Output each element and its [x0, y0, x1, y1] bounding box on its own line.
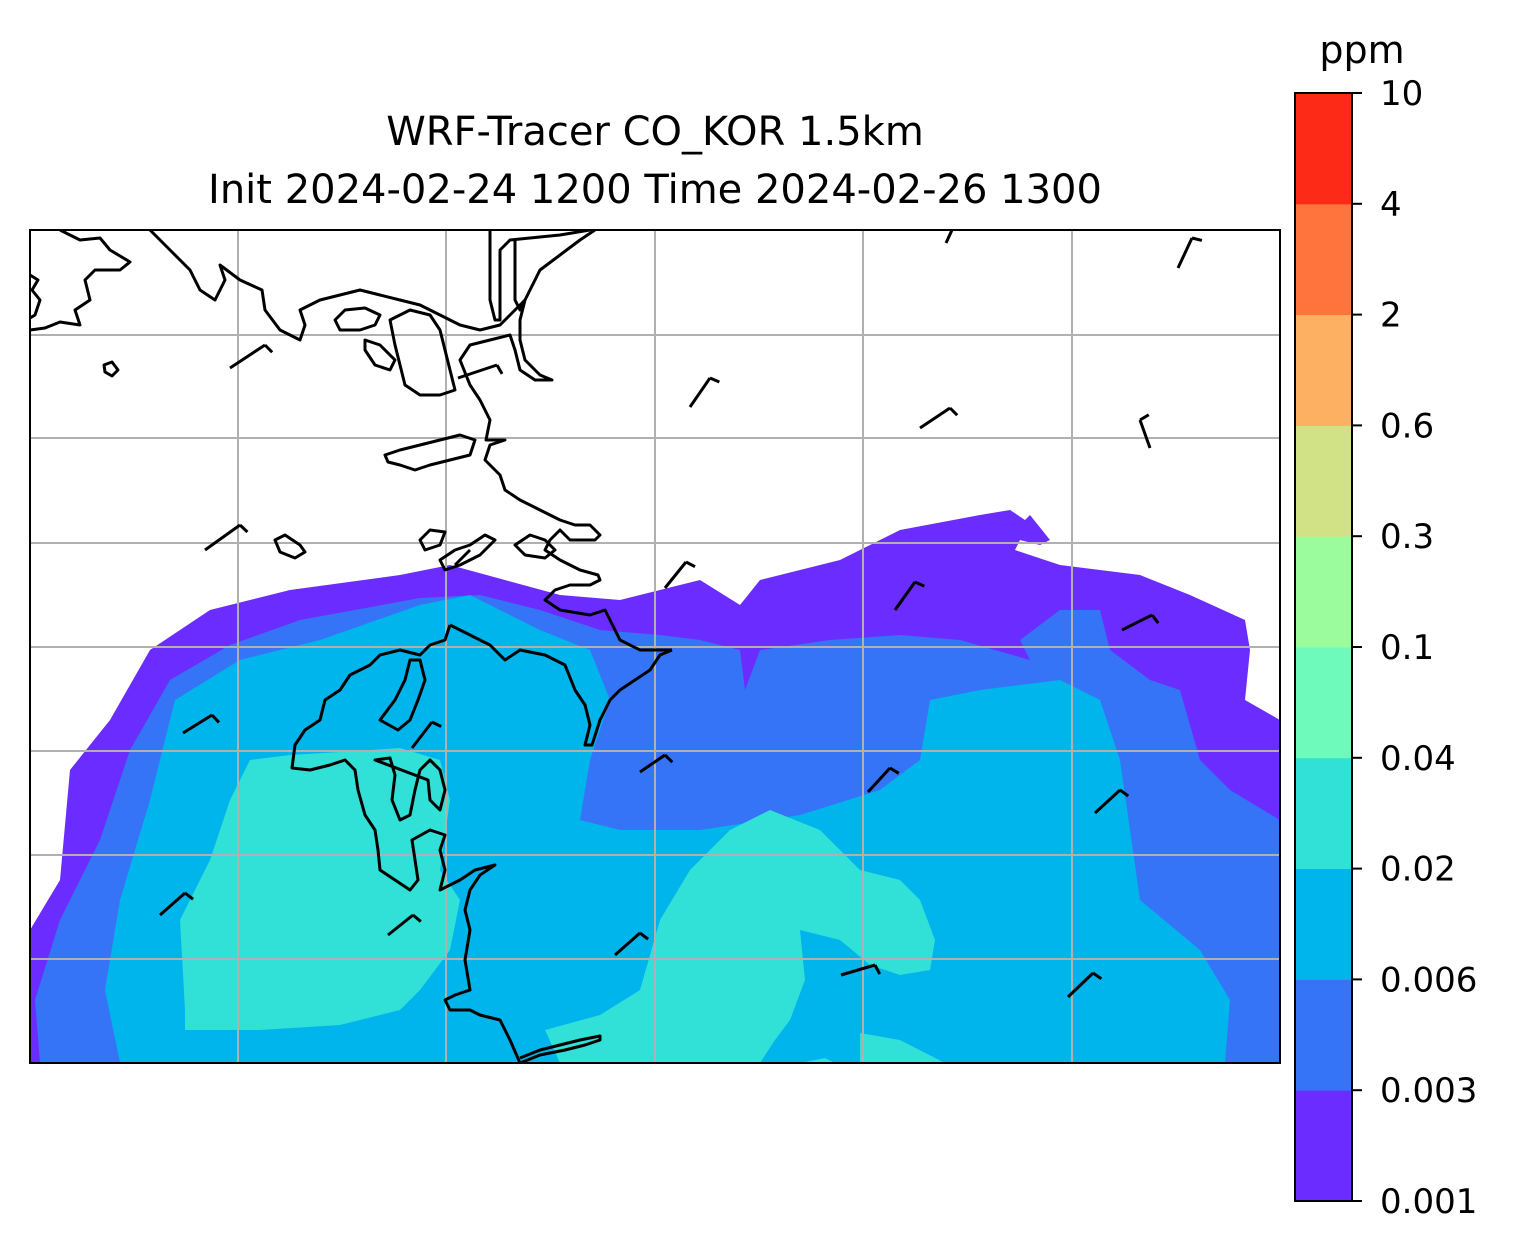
coastline-southwest-islands — [378, 658, 427, 732]
colorbar-segment — [1295, 314, 1352, 426]
colorbar-segment — [1295, 757, 1352, 870]
island-mid-5 — [513, 533, 557, 560]
colorbar-tick-label: 2 — [1380, 296, 1402, 336]
colorbar-segment — [1295, 1090, 1352, 1202]
wind-barb — [866, 766, 900, 794]
wind-barb — [614, 931, 650, 957]
wind-barb — [893, 580, 925, 611]
island-north-2 — [363, 338, 397, 372]
map-gridlines — [30, 230, 1280, 1063]
coastline-southwest-islands-2 — [373, 756, 447, 822]
colorbar-segment — [1295, 868, 1352, 980]
wind-barb — [639, 753, 674, 774]
colorbar: 0.001 0.003 0.006 0.02 0.04 0.1 0.3 0.6 2 4 10 ppm — [1294, 28, 1477, 1222]
contour-band-3b — [545, 810, 935, 1063]
coastline-inner-inlet-2 — [513, 230, 596, 312]
wind-barb — [457, 363, 504, 380]
colorbar-segment — [1295, 536, 1352, 648]
island-mid-2 — [273, 533, 307, 560]
colorbar-ticks: 0.001 0.003 0.006 0.02 0.04 0.1 0.3 0.6 2 4 10 — [1352, 74, 1477, 1222]
wind-barb — [204, 523, 249, 552]
colorbar-tick-label: 0.3 — [1380, 517, 1434, 557]
contour-band-3c — [860, 1033, 945, 1063]
coastline-south-peninsula — [449, 623, 673, 747]
plot-subtitle: Init 2024-02-24 1200 Time 2024-02-26 130… — [208, 167, 1102, 213]
coastline-northwest-2 — [30, 273, 42, 320]
island-mid-4 — [438, 533, 497, 572]
wind-barb — [1176, 236, 1203, 269]
colorbar-tick-label: 0.003 — [1380, 1071, 1477, 1111]
wind-barb — [663, 560, 696, 589]
colorbar-segment — [1295, 647, 1352, 759]
colorbar-segment — [1295, 425, 1352, 537]
wind-barb — [410, 720, 442, 749]
colorbar-segments — [1295, 93, 1352, 1202]
colorbar-segment — [1295, 979, 1352, 1091]
wind-barb — [387, 913, 422, 937]
wind-barb — [944, 229, 954, 244]
wind-barb — [182, 713, 221, 735]
island-mid-3 — [418, 528, 447, 552]
wind-barb — [1121, 613, 1160, 632]
colorbar-tick-label: 0.1 — [1380, 628, 1434, 668]
coastline-northwest — [30, 230, 132, 332]
contour-band-3a — [180, 748, 460, 1063]
wind-barb — [453, 548, 472, 567]
wind-barbs — [159, 229, 1203, 999]
colorbar-tick-label: 0.001 — [1380, 1182, 1477, 1222]
wind-barb — [229, 343, 274, 370]
wind-barb — [688, 376, 720, 408]
map-frame — [29, 229, 1281, 1064]
wind-barb — [919, 406, 959, 430]
wind-barb — [1093, 788, 1130, 815]
plot-title: WRF-Tracer CO_KOR 1.5km — [386, 109, 924, 155]
island-west-small — [102, 360, 120, 378]
wind-barb — [1066, 971, 1103, 999]
wind-barb — [1138, 413, 1152, 449]
map-panel — [29, 229, 1281, 1064]
colorbar-segment — [1295, 203, 1352, 316]
colorbar-unit-label: ppm — [1319, 28, 1404, 72]
coastline-north-peninsula — [148, 230, 672, 652]
wind-barb — [840, 963, 882, 977]
colorbar-tick-label: 4 — [1380, 185, 1402, 225]
colorbar-segment — [1295, 93, 1352, 205]
island-mid-1 — [383, 433, 477, 472]
colorbar-tick-label: 10 — [1380, 74, 1423, 114]
coastlines — [30, 230, 673, 1063]
colorbar-tick-label: 0.02 — [1380, 850, 1456, 890]
coastline-inner-inlet — [488, 230, 591, 322]
contour-band-3d — [800, 1058, 835, 1063]
island-north-3 — [388, 308, 457, 397]
colorbar-tick-label: 0.04 — [1380, 739, 1456, 779]
colorbar-tick-label: 0.6 — [1380, 406, 1434, 446]
wind-barb — [159, 891, 195, 917]
colorbar-tick-label: 0.006 — [1380, 960, 1477, 1000]
island-north-1 — [333, 306, 382, 332]
coastline-south-west-inlets — [290, 624, 522, 1063]
coastline-south-tip — [519, 1034, 602, 1063]
